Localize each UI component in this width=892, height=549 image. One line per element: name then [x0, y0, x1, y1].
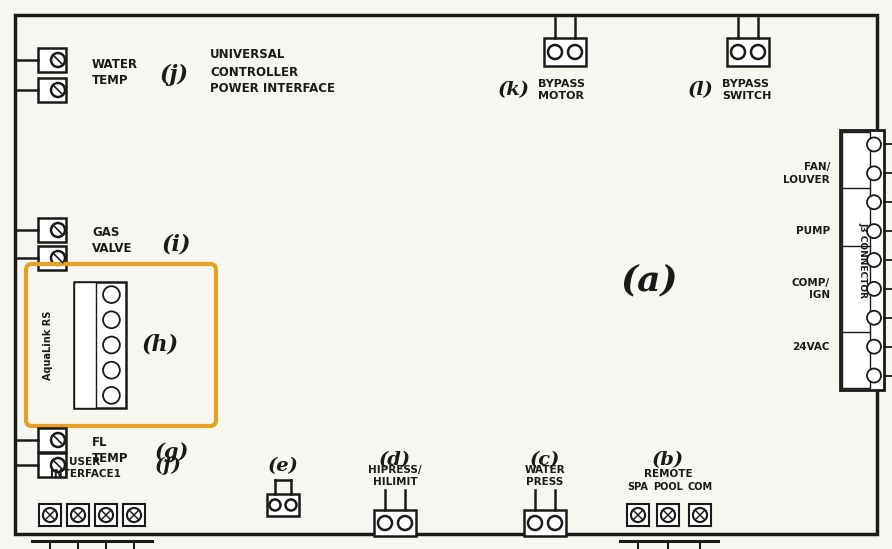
- Circle shape: [127, 508, 141, 522]
- Circle shape: [867, 311, 881, 325]
- Circle shape: [43, 508, 57, 522]
- Text: COM: COM: [688, 482, 713, 492]
- Circle shape: [548, 516, 562, 530]
- Text: (i): (i): [162, 233, 192, 255]
- Circle shape: [867, 137, 881, 152]
- Circle shape: [867, 282, 881, 296]
- Circle shape: [51, 251, 65, 265]
- Circle shape: [867, 195, 881, 209]
- Text: HIPRESS/
HILIMIT: HIPRESS/ HILIMIT: [368, 465, 422, 487]
- Circle shape: [103, 362, 120, 379]
- Text: (c): (c): [530, 451, 560, 469]
- Text: UNIVERSAL
CONTROLLER
POWER INTERFACE: UNIVERSAL CONTROLLER POWER INTERFACE: [210, 48, 335, 96]
- Bar: [38, 246, 66, 270]
- Circle shape: [398, 516, 412, 530]
- Bar: [524, 510, 566, 536]
- Circle shape: [751, 45, 765, 59]
- Bar: [123, 504, 145, 526]
- Circle shape: [51, 83, 65, 97]
- Circle shape: [71, 508, 85, 522]
- Text: AquaLink RS: AquaLink RS: [43, 310, 53, 380]
- Bar: [657, 504, 679, 526]
- Circle shape: [867, 253, 881, 267]
- Text: (d): (d): [379, 451, 411, 469]
- Bar: [627, 504, 649, 526]
- Circle shape: [51, 223, 65, 237]
- Circle shape: [103, 286, 120, 303]
- Text: PUMP: PUMP: [796, 226, 830, 236]
- Text: COMP/
IGN: COMP/ IGN: [792, 278, 830, 300]
- Circle shape: [103, 387, 120, 404]
- Circle shape: [528, 516, 542, 530]
- Bar: [95, 504, 117, 526]
- Text: (f): (f): [155, 457, 182, 475]
- Text: POOL: POOL: [653, 482, 683, 492]
- Text: (j): (j): [160, 64, 189, 86]
- Circle shape: [867, 166, 881, 180]
- Text: BYPASS
MOTOR: BYPASS MOTOR: [538, 79, 585, 101]
- Circle shape: [631, 508, 645, 522]
- Text: J3 CONNECTOR: J3 CONNECTOR: [858, 222, 867, 298]
- Text: BYPASS
SWITCH: BYPASS SWITCH: [722, 79, 772, 101]
- Text: GAS
VALVE: GAS VALVE: [92, 227, 133, 255]
- Text: 24VAC: 24VAC: [792, 341, 830, 352]
- Circle shape: [103, 337, 120, 354]
- Circle shape: [51, 458, 65, 472]
- Bar: [38, 218, 66, 242]
- Bar: [67, 504, 89, 526]
- Text: (l): (l): [688, 81, 714, 99]
- Text: (h): (h): [142, 334, 178, 356]
- Bar: [727, 38, 769, 66]
- Circle shape: [269, 500, 280, 511]
- Text: (k): (k): [498, 81, 530, 99]
- Text: REMOTE: REMOTE: [644, 469, 692, 479]
- Text: USER
INTERFACE1: USER INTERFACE1: [50, 457, 120, 479]
- Text: FL
TEMP: FL TEMP: [92, 435, 128, 464]
- Text: (g): (g): [155, 442, 189, 462]
- Bar: [544, 38, 586, 66]
- Circle shape: [103, 311, 120, 328]
- Text: WATER
TEMP: WATER TEMP: [92, 58, 138, 87]
- Text: FAN/
LOUVER: FAN/ LOUVER: [783, 162, 830, 184]
- Text: (b): (b): [652, 451, 684, 469]
- Circle shape: [568, 45, 582, 59]
- Circle shape: [867, 368, 881, 383]
- Text: (a): (a): [621, 263, 679, 297]
- Circle shape: [548, 45, 562, 59]
- Circle shape: [51, 433, 65, 447]
- Circle shape: [731, 45, 745, 59]
- Bar: [38, 78, 66, 102]
- Circle shape: [51, 53, 65, 67]
- Circle shape: [99, 508, 113, 522]
- Circle shape: [693, 508, 707, 522]
- Circle shape: [867, 224, 881, 238]
- Bar: [74, 282, 126, 408]
- Bar: [39, 504, 61, 526]
- Bar: [74, 282, 95, 408]
- Text: SPA: SPA: [628, 482, 648, 492]
- Bar: [267, 494, 299, 516]
- Bar: [38, 453, 66, 477]
- Text: WATER
PRESS: WATER PRESS: [524, 465, 566, 487]
- Bar: [840, 130, 884, 390]
- Bar: [842, 132, 870, 388]
- Bar: [374, 510, 416, 536]
- Bar: [38, 48, 66, 72]
- Text: (e): (e): [268, 457, 299, 475]
- Circle shape: [867, 340, 881, 354]
- Circle shape: [378, 516, 392, 530]
- Circle shape: [661, 508, 675, 522]
- Bar: [38, 428, 66, 452]
- Bar: [689, 504, 711, 526]
- Circle shape: [285, 500, 296, 511]
